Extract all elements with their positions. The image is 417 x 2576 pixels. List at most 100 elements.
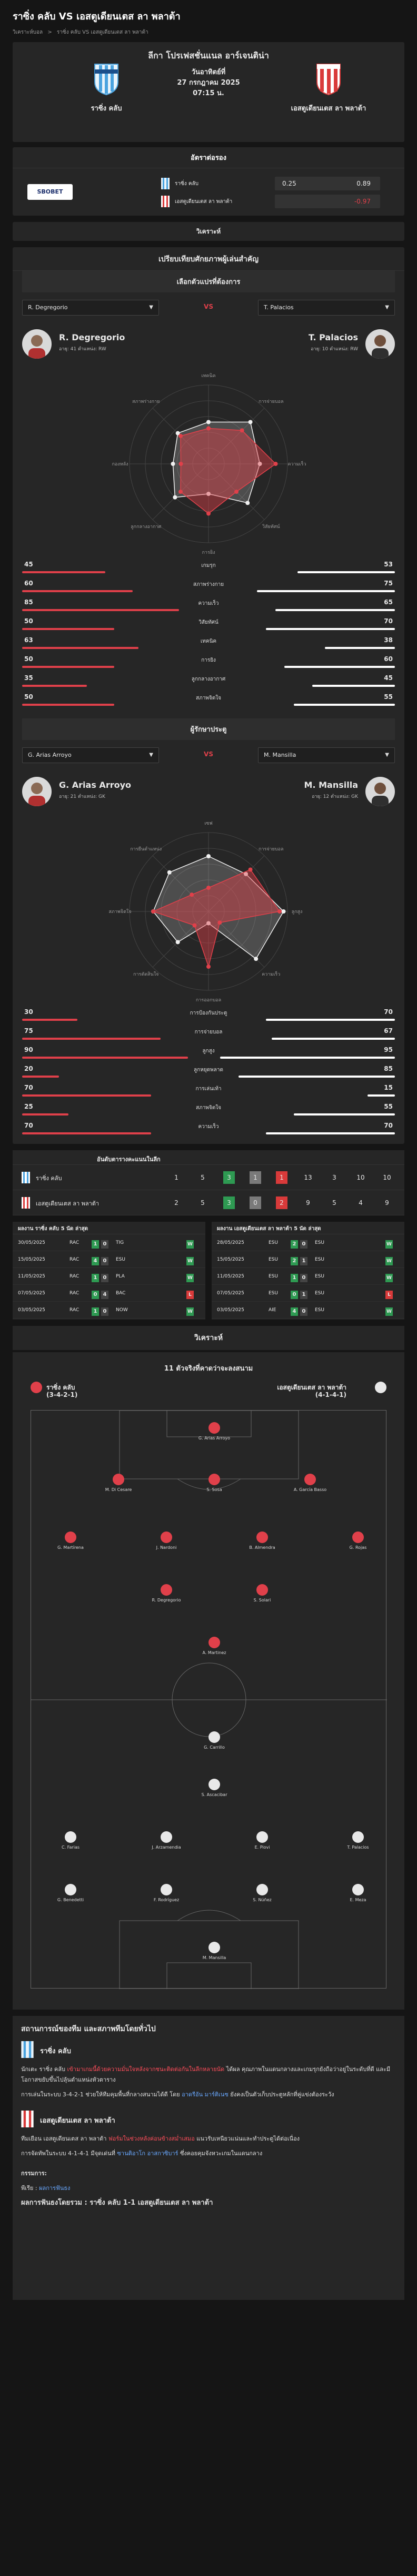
list-item[interactable]: 03/05/2025 AIE 4 0 ESU W [212,1302,404,1319]
home-player[interactable]: J. Nardoni [137,1532,195,1550]
home-team[interactable]: ราซิ่ง คลับ [75,63,138,114]
player-marker [113,1474,124,1485]
away-player[interactable]: G. Benedetti [42,1884,100,1902]
match-date: 11/05/2025 [18,1274,45,1279]
right-player-select-value: M. Mansilla [264,752,296,758]
racing-club-crest-icon [94,64,118,96]
stat-row: 20 ลูกหยุดพลาด 85 [22,1063,395,1082]
radar-svg: เทคนิคการจ่ายบอลความเร็ววิสัยทัศน์การยิง… [112,373,306,555]
sbobet-logo[interactable]: SBOBET [27,184,73,200]
list-item[interactable]: 15/05/2025 ESU 2 1 ESU W [212,1251,404,1268]
away-player[interactable]: J. Arzamendia [137,1831,195,1850]
team-code: RAC [70,1240,80,1245]
player-marker [256,1532,268,1543]
breadcrumb-separator: > [47,29,52,35]
home-player[interactable]: G. Martírena [42,1532,100,1550]
score-home: 1 [92,1307,99,1316]
player-name: G. Carrillo [204,1745,225,1750]
list-item[interactable]: 07/05/2025 ESU 0 1 ESU L [212,1285,404,1302]
left-player-select[interactable]: R. Degregorio ▼ [22,300,159,316]
analysis-home-name: ราซิ่ง คลับ [40,2047,71,2055]
player-cards: G. Arias Arroyo อายุ: 21 ตำแหน่ง: GK M. Ma… [22,769,395,817]
left-player-select[interactable]: G. Arias Arroyo ▼ [22,747,159,763]
player-marker [65,1532,76,1543]
highlight-text: เข้ามาเกมนี้ด้วยความมั่นใจหลังจากชนะติดต… [67,2066,225,2073]
away-player[interactable]: E. Piovi [233,1831,291,1850]
table-cell: 3 [223,1171,235,1184]
radar-point [245,501,250,505]
list-item[interactable]: 03/05/2025 RAC 1 0 NOW W [13,1302,205,1319]
breadcrumb-home[interactable]: วิเคราะห์บอล [13,29,43,35]
list-item[interactable]: 15/05/2025 RAC 4 0 ESU W [13,1251,205,1268]
list-item[interactable]: 30/05/2025 RAC 1 0 TIG W [13,1234,205,1251]
home-player[interactable]: B. Almendra [233,1532,291,1550]
away-player[interactable]: E. Meza [329,1884,387,1902]
match-date: 11/05/2025 [217,1274,244,1279]
table-cell: 5 [201,1174,205,1181]
list-item[interactable]: 11/05/2025 RAC 1 0 PLA W [13,1268,205,1285]
away-player[interactable]: S. Ascacibar [185,1779,243,1797]
breadcrumb-current: ราซิ่ง คลับ VS เอสตูเดียนเตส ลา พลาต้า [56,29,148,35]
list-item[interactable]: 07/05/2025 RAC 0 4 BAC L [13,1285,205,1302]
right-player-select[interactable]: M. Mansilla ▼ [258,747,395,763]
player-link[interactable]: อาดรีอัน มาร์ติเนซ [182,2091,229,2098]
radar-label: เทคนิค [201,373,215,379]
home-last-five-title: ผลงาน ราซิ่ง คลับ 5 นัด ล่าสุด [13,1222,205,1234]
right-player-select[interactable]: T. Palacios ▼ [258,300,395,316]
list-item[interactable]: 28/05/2025 ESU 2 0 ESU W [212,1234,404,1251]
odds-row-away[interactable]: เอสตูเดียนเตส ลา พลาต้า -0.97 [154,195,406,208]
odds-team-name: เอสตูเดียนเตส ลา พลาต้า [175,199,233,205]
radar-point [175,940,180,945]
analysis-tab[interactable]: วิเคราะห์ [13,222,404,241]
away-player[interactable]: M. Mansilla [185,1942,243,1960]
team-code: ESU [315,1257,324,1262]
table-row[interactable]: เอสตูเดียนเตส ลา พลาต้า 2 5 3 0 2 9 5 4 9 [13,1190,404,1215]
away-player[interactable]: G. Carrillo [185,1731,243,1750]
away-player[interactable]: C. Farias [42,1831,100,1850]
radar-point [240,428,244,433]
odds-row-home[interactable]: ราซิ่ง คลับ 0.25 0.89 [154,177,406,190]
away-paragraph-1: ทีมเยือน เอสตูเดียนเตส ลา พลาต้า ฟอร์มใน… [21,2134,396,2144]
away-player[interactable]: F. Rodríguez [137,1884,195,1902]
stat-left-value: 85 [24,599,33,606]
away-team[interactable]: เอสตูเดียนเตส ลา พลาต้า [286,63,371,114]
player-name: G. Rojas [349,1545,367,1550]
player-marker [208,1637,220,1648]
home-player[interactable]: S. Solari [233,1584,291,1603]
away-player[interactable]: S. Núñez [233,1884,291,1902]
stat-label: การจ่ายบอล [194,1029,223,1035]
home-player[interactable]: S. Sosa [185,1474,243,1492]
stat-right-bar [220,1057,395,1059]
text: ทีมเยือน เอสตูเดียนเตส ลา พลาต้า [21,2135,108,2142]
left-player-select-value: G. Arias Arroyo [28,752,72,758]
player-name: R. Degregorio [152,1598,181,1603]
table-cell: 1 [250,1171,261,1184]
home-player[interactable]: M. Di Cesare [90,1474,147,1492]
stat-left-bar [22,704,114,706]
list-item[interactable]: 11/05/2025 ESU 1 0 ESU W [212,1268,404,1285]
player-age: อายุ: 41 [59,347,77,352]
radar-label: การยืนตำแหน่ง [130,846,162,852]
stat-right-bar [312,685,395,687]
match-date: 07/05/2025 [18,1291,45,1296]
score-home: 0 [291,1291,298,1299]
odds-price: -0.97 [354,198,371,205]
away-team-dot [375,1382,386,1393]
player-position-label: ตำแหน่ง: [77,347,97,352]
player-marker [65,1884,76,1895]
home-player[interactable]: A. García Basso [281,1474,339,1492]
home-player[interactable]: G. Rojas [329,1532,387,1550]
home-player[interactable]: R. Degregorio [137,1584,195,1603]
stat-left-value: 60 [24,580,33,587]
table-row[interactable]: ราซิ่ง คลับ 1 5 3 1 1 13 3 10 10 [13,1165,404,1190]
page-title: ราซิ่ง คลับ VS เอสตูเดียนเตส ลา พลาต้า [13,11,181,22]
highlight-text: ฟอร์มในช่วงหลังค่อนข้างสม่ำเสมอ [108,2135,195,2142]
player-link[interactable]: ซานติอาโก อาสกาซิบาร์ [117,2150,178,2157]
stat-left-bar [22,1113,68,1115]
away-player[interactable]: T. Palacios [329,1831,387,1850]
home-player[interactable]: G. Arias Arroyo [185,1422,243,1441]
stat-left-bar [22,1132,151,1134]
prediction-link[interactable]: ผลการฟันธง [39,2185,71,2192]
home-player[interactable]: A. Martinez [185,1637,243,1655]
table-cell: 10 [383,1174,391,1181]
